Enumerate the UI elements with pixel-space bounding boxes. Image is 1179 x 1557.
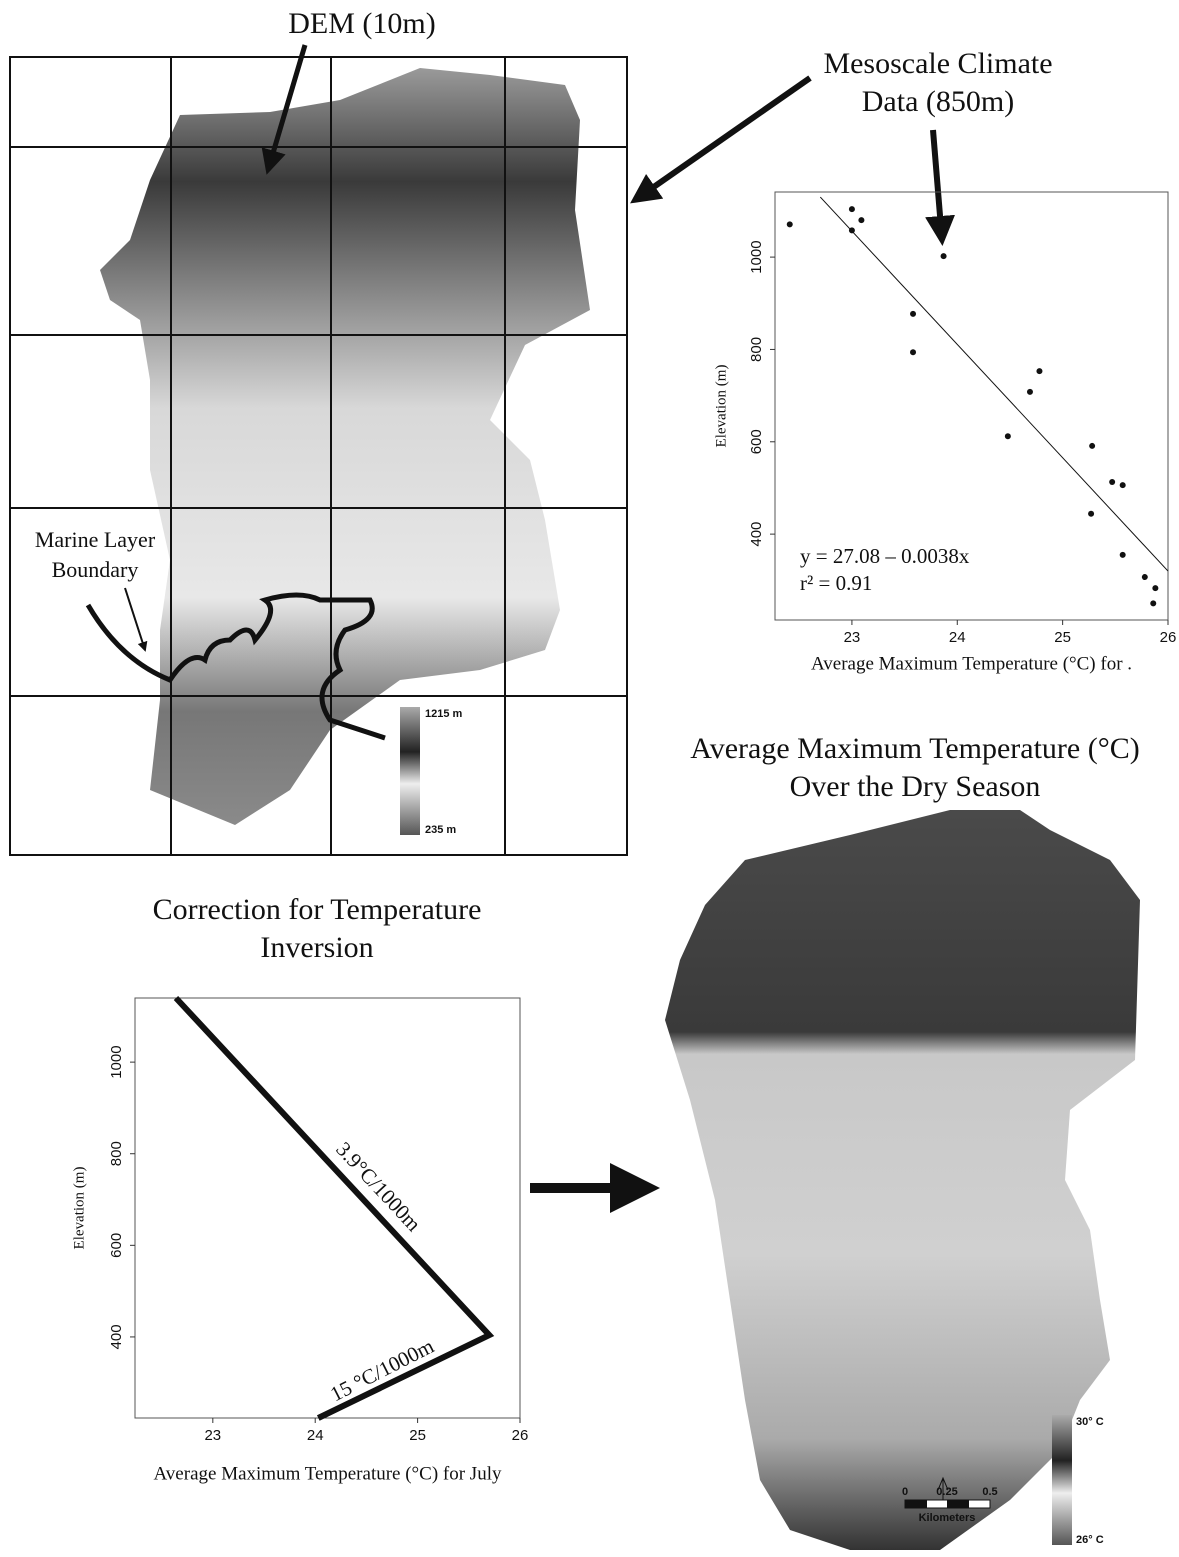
y-tick-label: 400 xyxy=(108,1324,125,1349)
scale-tick: 0.5 xyxy=(982,1486,997,1498)
x-tick-label: 25 xyxy=(1054,629,1071,646)
temp-map-title: Over the Dry Season xyxy=(790,770,1041,803)
x-tick-label: 25 xyxy=(409,1427,426,1444)
point xyxy=(1152,585,1159,592)
temperature-map xyxy=(665,810,1140,1550)
annotation: 3.9°C/1000m xyxy=(331,1137,426,1236)
scale-unit: Kilometers xyxy=(919,1512,976,1524)
y-tick-label: 1000 xyxy=(748,240,765,273)
y-tick-label: 400 xyxy=(748,522,765,547)
x-tick-label: 24 xyxy=(307,1427,324,1444)
temp-legend-bottom: 26° C xyxy=(1076,1534,1104,1546)
boundary-label: Marine Layer xyxy=(35,527,156,552)
annotation: y = 27.08 – 0.0038x xyxy=(800,544,970,568)
point xyxy=(910,349,917,356)
temp-map-title: Average Maximum Temperature (°C) xyxy=(690,732,1139,765)
dem-map xyxy=(9,56,628,856)
x-tick-label: 23 xyxy=(844,629,861,646)
plot-frame xyxy=(134,997,521,1419)
point xyxy=(910,310,917,317)
dem-legend-bottom: 235 m xyxy=(425,824,456,836)
x-tick-label: 26 xyxy=(512,1427,529,1444)
correction-title: Correction for Temperature xyxy=(153,893,482,926)
arrow xyxy=(925,129,955,246)
point xyxy=(858,217,865,224)
point xyxy=(1088,510,1095,517)
climate-label: Mesoscale Climate xyxy=(823,47,1052,80)
inversion-line xyxy=(173,995,495,1421)
temp-legend-top: 30° C xyxy=(1076,1416,1104,1428)
point xyxy=(848,227,855,234)
annotation: r² = 0.91 xyxy=(800,571,872,595)
y-tick-label: 1000 xyxy=(108,1045,125,1078)
y-axis-label: Elevation (m) xyxy=(71,1167,87,1250)
y-tick-label: 600 xyxy=(108,1233,125,1258)
point xyxy=(786,221,793,228)
fit-line xyxy=(819,196,1169,572)
plot-frame xyxy=(774,191,1169,621)
x-tick-label: 23 xyxy=(204,1427,221,1444)
point xyxy=(1150,600,1157,607)
point xyxy=(1109,478,1116,485)
x-axis-label: Average Maximum Temperature (°C) for Jul… xyxy=(154,1463,502,1484)
y-tick-label: 600 xyxy=(748,429,765,454)
point xyxy=(1036,368,1043,375)
point xyxy=(1119,482,1126,489)
y-tick-label: 800 xyxy=(748,337,765,362)
y-tick-label: 800 xyxy=(108,1141,125,1166)
arrow xyxy=(124,587,148,652)
x-axis-label: Average Maximum Temperature (°C) for . xyxy=(811,653,1132,674)
point xyxy=(940,253,947,260)
climate-label: Data (850m) xyxy=(862,85,1014,118)
arrow xyxy=(630,75,812,204)
point xyxy=(1004,433,1011,440)
point xyxy=(1026,388,1033,395)
boundary-label: Boundary xyxy=(52,557,139,582)
arrow xyxy=(261,44,308,175)
dem-title: DEM (10m) xyxy=(288,7,435,40)
dem-legend-top: 1215 m xyxy=(425,708,463,720)
point xyxy=(1141,574,1148,581)
y-axis-label: Elevation (m) xyxy=(713,365,729,448)
point xyxy=(1119,551,1126,558)
scale-tick: 0 xyxy=(902,1486,908,1498)
correction-title: Inversion xyxy=(260,931,373,964)
x-tick-label: 24 xyxy=(949,629,966,646)
point xyxy=(1089,442,1096,449)
point xyxy=(848,206,855,213)
scale-tick: 0.25 xyxy=(936,1486,957,1498)
x-tick-label: 26 xyxy=(1160,629,1177,646)
